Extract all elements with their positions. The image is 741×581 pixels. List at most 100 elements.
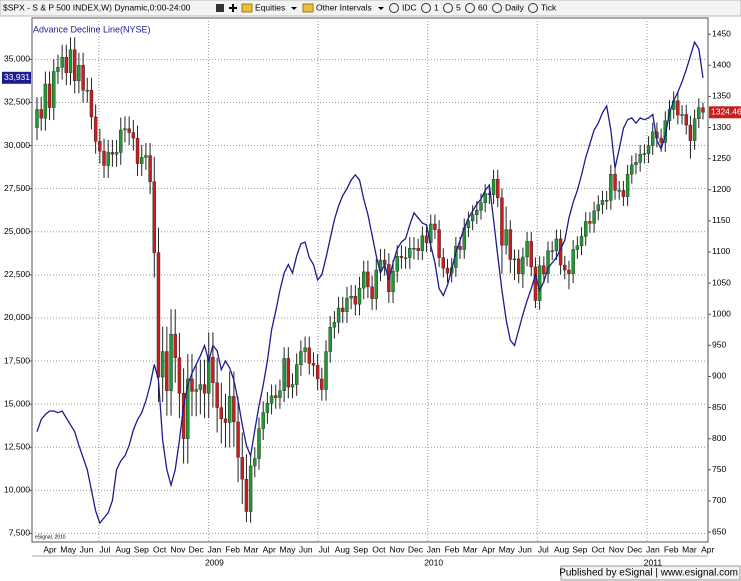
- candle-body: [508, 229, 513, 260]
- y2-tick-label: 1400: [712, 60, 731, 70]
- candle-body: [123, 128, 127, 131]
- last-value-label: 33,931: [4, 72, 30, 82]
- x-tick-label: Jul: [538, 544, 549, 554]
- icon-circle[interactable]: [389, 3, 399, 13]
- y-tick-label: 27,500: [4, 183, 30, 193]
- candle-body: [500, 197, 504, 246]
- icon-circle[interactable]: [492, 3, 502, 13]
- candle-body: [198, 384, 203, 390]
- x-tick-label: Jul: [99, 544, 110, 554]
- last-value-box: [2, 71, 31, 84]
- candle-body: [529, 241, 533, 268]
- candle-body: [140, 157, 144, 164]
- toolbar-item[interactable]: Other Intervals: [316, 2, 372, 12]
- x-tick-label: Aug: [335, 544, 350, 554]
- icon-plus[interactable]: [229, 4, 237, 12]
- toolbar-item[interactable]: Tick: [541, 2, 557, 12]
- toolbar-item[interactable]: Daily: [505, 2, 525, 12]
- candle-body: [391, 271, 395, 293]
- candle-body: [638, 154, 642, 163]
- dropdown-arrow[interactable]: [378, 7, 384, 10]
- candle-body: [366, 271, 370, 288]
- x-tick-label: Jun: [518, 544, 532, 554]
- x-tick-label: Sep: [572, 544, 587, 554]
- candle-body: [177, 357, 182, 394]
- icon-folder[interactable]: [302, 3, 314, 13]
- candle-body: [194, 389, 198, 392]
- candle-body: [596, 204, 600, 212]
- candle-body: [688, 124, 693, 141]
- candle-body: [470, 214, 475, 222]
- x-tick-label: Jan: [427, 544, 441, 554]
- x-tick-label: Mar: [682, 544, 697, 554]
- candle-body: [642, 153, 647, 155]
- x-tick-label: Jun: [80, 544, 94, 554]
- candle-body: [56, 66, 60, 72]
- candle-body: [420, 235, 425, 251]
- y2-tick-label: 1450: [712, 28, 731, 38]
- candle-body: [60, 57, 64, 68]
- candle-body: [282, 358, 286, 391]
- toolbar-item[interactable]: 60: [478, 2, 488, 12]
- candle-body: [114, 152, 119, 155]
- y2-tick-label: 1200: [712, 184, 731, 194]
- candle-body: [525, 241, 529, 258]
- candle-body: [680, 114, 684, 116]
- y2-tick-label: 900: [712, 371, 726, 381]
- x-tick-label: Sep: [134, 544, 149, 554]
- y-tick-label: 22,500: [4, 269, 30, 279]
- x-tick-label: Oct: [372, 544, 386, 554]
- y-tick-label: 25,000: [4, 226, 30, 236]
- candle-body: [684, 114, 688, 126]
- candle-body: [357, 287, 362, 305]
- x-tick-label: May: [499, 544, 516, 554]
- candle-body: [294, 364, 299, 385]
- y2-tick-label: 700: [712, 495, 726, 505]
- icon-circle[interactable]: [528, 3, 538, 13]
- candle-body: [215, 382, 219, 408]
- candle-body: [571, 249, 575, 274]
- x-tick-label: May: [60, 544, 77, 554]
- dropdown-arrow[interactable]: [291, 7, 297, 10]
- candle-body: [202, 384, 207, 394]
- candle-body: [630, 164, 634, 175]
- candle-body: [458, 246, 462, 250]
- candle-body: [207, 356, 211, 394]
- y2-tick-label: 1150: [712, 215, 731, 225]
- candle-body: [697, 107, 701, 120]
- candle-body: [533, 266, 538, 301]
- candle-body: [554, 238, 559, 251]
- toolbar-item[interactable]: Equities: [255, 2, 285, 12]
- candle-body: [592, 210, 596, 224]
- y2-tick-label: 750: [712, 464, 726, 474]
- toolbar-item[interactable]: IDC: [402, 2, 417, 12]
- candle-body: [152, 181, 156, 253]
- x-tick-label: Dec: [627, 544, 643, 554]
- candle-body: [353, 295, 358, 305]
- candle-body: [156, 252, 161, 378]
- icon-circle[interactable]: [421, 3, 431, 13]
- candle-body: [676, 100, 680, 116]
- icon-circle[interactable]: [443, 3, 453, 13]
- toolbar-item[interactable]: 1: [434, 2, 439, 12]
- icon-square[interactable]: [216, 4, 224, 12]
- candle-body: [567, 269, 571, 274]
- candle-body: [537, 265, 542, 301]
- candle-body: [408, 248, 412, 258]
- candle-body: [81, 65, 85, 91]
- candle-body: [663, 120, 668, 143]
- candle-body: [483, 193, 487, 204]
- x-tick-label: Oct: [591, 544, 605, 554]
- candle-body: [563, 264, 567, 271]
- candle-body: [85, 89, 89, 92]
- toolbar-item[interactable]: 5: [456, 2, 461, 12]
- candle-body: [437, 229, 441, 258]
- icon-folder[interactable]: [241, 3, 253, 13]
- candle-body: [546, 250, 550, 274]
- candle-body: [240, 457, 244, 480]
- candle-body: [89, 89, 94, 118]
- y2-tick-label: 950: [712, 340, 726, 350]
- candle-body: [169, 333, 173, 391]
- candle-body: [244, 478, 249, 512]
- icon-circle[interactable]: [465, 3, 475, 13]
